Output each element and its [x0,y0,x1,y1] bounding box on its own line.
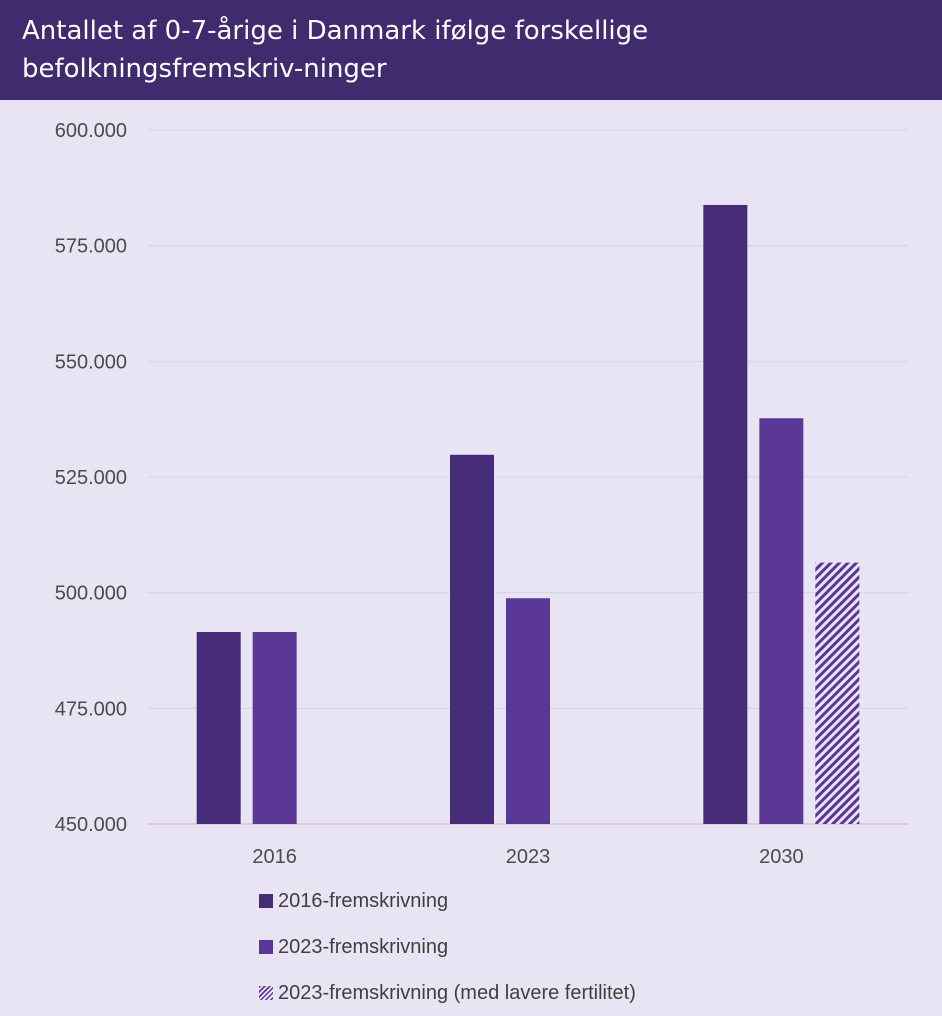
legend: 2016-fremskrivning 2023-fremskrivning 20… [259,888,759,1016]
bar-2023-series-1 [450,454,494,824]
y-tick-label: 475.000 [55,698,127,720]
bar-2016-series-2 [252,631,297,824]
y-tick-label: 500.000 [55,583,127,605]
x-tick-label: 2023 [506,846,551,868]
bar-2030-series-3 [815,562,860,824]
y-axis: 450.000 475.000 500.000 525.000 550.000 575.0… [55,120,127,836]
y-tick-label: 550.000 [55,351,127,373]
legend-swatch-2023 [259,940,273,954]
bar-2030-series-1 [703,204,748,824]
y-tick-label: 575.000 [55,236,127,258]
legend-item-2023: 2023-fremskrivning [259,934,759,960]
bar-2016-series-1 [196,631,241,824]
legend-item-low-fertility: 2023-fremskrivning (med lavere fertilite… [259,980,759,1006]
bar-2030-series-2 [759,418,804,824]
x-tick-label: 2030 [759,846,804,868]
y-tick-label: 600.000 [55,120,127,142]
legend-swatch-2016 [259,894,273,908]
bars [196,204,860,824]
legend-label-2016: 2016-fremskrivning [278,889,449,912]
legend-label-low-fertility: 2023-fremskrivning (med lavere fertilite… [278,981,636,1004]
legend-item-2016: 2016-fremskrivning [259,888,759,914]
x-axis: 2016 2023 2030 [252,846,803,868]
legend-swatch-low-fertility [259,986,273,1000]
chart-title: Antallet af 0-7-årige i Danmark ifølge f… [0,0,942,100]
y-tick-label: 450.000 [55,814,127,836]
x-tick-label: 2016 [252,846,297,868]
y-tick-label: 525.000 [55,467,127,489]
legend-label-2023: 2023-fremskrivning [278,935,449,958]
bar-2023-series-2 [506,598,550,824]
